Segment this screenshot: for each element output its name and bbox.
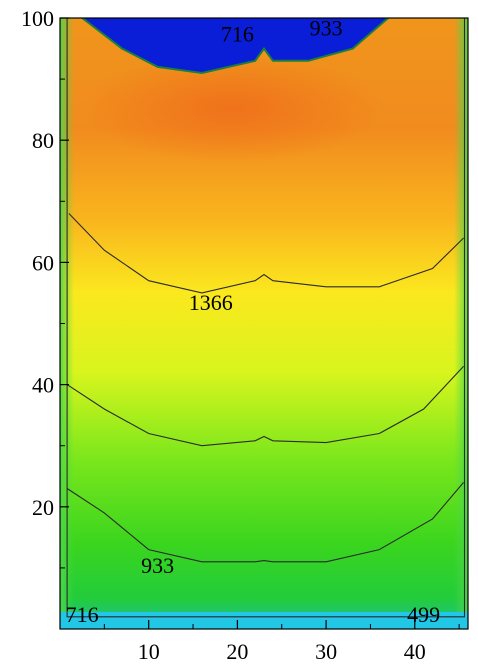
contour-line-1 [66,482,465,563]
axis-ticks: 10 20 30 40 100 80 60 40 20 [21,6,460,664]
contour-label-0: 716 [221,21,254,46]
contour-label-3: 933 [141,553,174,578]
contour-line-3 [68,213,464,294]
y-tick-label-2: 60 [32,250,54,275]
x-tick-label-2: 30 [315,639,337,664]
hot-spot [82,53,382,163]
y-tick-label-4: 20 [32,495,54,520]
right-edge-band [454,18,468,629]
contour-line-0 [66,18,466,618]
contour-label-4: 716 [66,602,99,627]
contour-line-2 [66,365,465,447]
y-tick-label-0: 100 [21,6,54,31]
cool-cap-region [81,18,390,75]
y-tick-label-1: 80 [32,128,54,153]
x-tick-label-1: 20 [226,639,248,664]
x-tick-label-3: 40 [404,639,426,664]
contour-label-1: 933 [310,15,343,40]
x-tick-label-0: 10 [138,639,160,664]
y-tick-label-3: 40 [32,373,54,398]
contour-labels: 716 933 1366 933 716 499 [66,15,440,627]
contour-label-2: 1366 [189,290,233,315]
contour-label-5: 499 [407,602,440,627]
contour-lines [66,18,466,618]
